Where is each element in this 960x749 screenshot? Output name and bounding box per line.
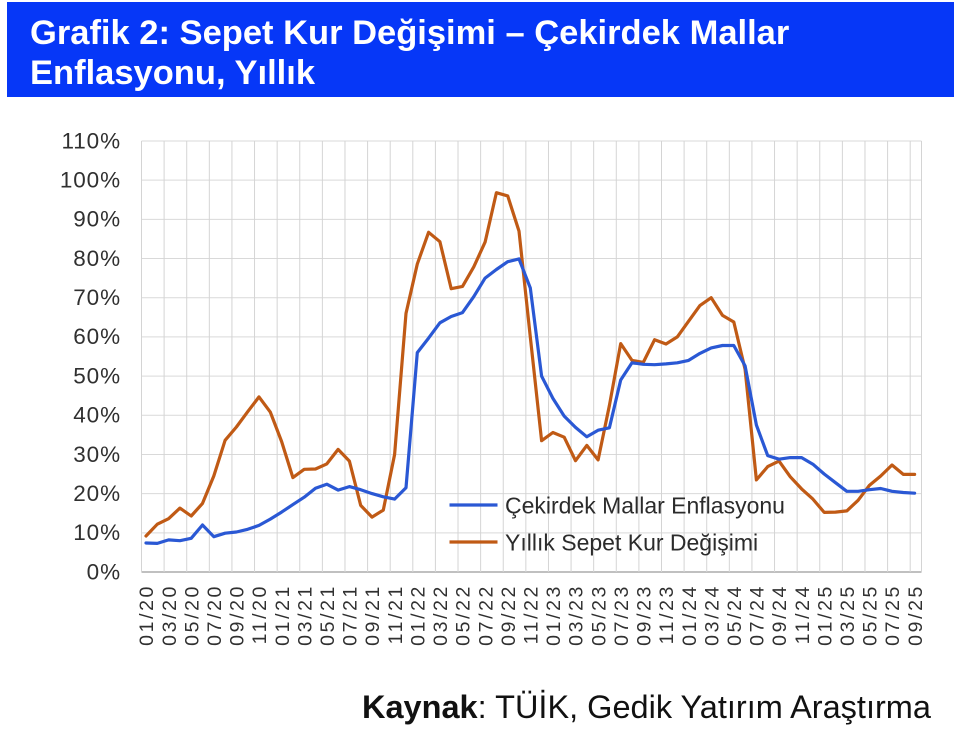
svg-text:60%: 60% <box>73 324 121 349</box>
svg-text:70%: 70% <box>73 285 121 310</box>
svg-text:Çekirdek Mallar Enflasyonu: Çekirdek Mallar Enflasyonu <box>505 493 785 519</box>
svg-text:09/25: 09/25 <box>905 584 927 646</box>
svg-text:07/20: 07/20 <box>204 584 226 646</box>
svg-text:07/25: 07/25 <box>882 584 904 646</box>
svg-text:05/21: 05/21 <box>317 584 339 646</box>
svg-text:03/21: 03/21 <box>294 584 316 646</box>
svg-text:50%: 50% <box>73 363 121 388</box>
svg-text:03/22: 03/22 <box>430 584 452 646</box>
svg-text:09/24: 09/24 <box>769 584 791 646</box>
svg-text:90%: 90% <box>73 207 121 232</box>
svg-text:05/24: 05/24 <box>724 584 746 646</box>
svg-text:05/23: 05/23 <box>588 584 610 646</box>
svg-text:05/25: 05/25 <box>860 584 882 646</box>
svg-text:Yıllık Sepet Kur Değişimi: Yıllık Sepet Kur Değişimi <box>505 530 758 556</box>
svg-text:11/20: 11/20 <box>249 584 271 644</box>
svg-text:11/21: 11/21 <box>385 584 407 644</box>
svg-text:05/20: 05/20 <box>181 584 203 646</box>
svg-text:05/22: 05/22 <box>453 584 475 646</box>
svg-text:20%: 20% <box>73 481 121 506</box>
svg-text:01/22: 01/22 <box>408 584 430 646</box>
svg-text:11/23: 11/23 <box>656 584 678 644</box>
svg-text:09/20: 09/20 <box>227 584 249 646</box>
svg-text:07/23: 07/23 <box>611 584 633 646</box>
svg-text:01/24: 01/24 <box>679 584 701 646</box>
svg-text:07/21: 07/21 <box>340 584 362 646</box>
svg-text:07/22: 07/22 <box>475 584 497 646</box>
svg-text:03/20: 03/20 <box>159 584 181 646</box>
svg-text:110%: 110% <box>62 128 121 153</box>
svg-text:01/25: 01/25 <box>814 584 836 646</box>
svg-text:01/21: 01/21 <box>272 584 294 646</box>
svg-text:100%: 100% <box>60 168 121 193</box>
svg-text:09/23: 09/23 <box>634 584 656 646</box>
svg-text:03/25: 03/25 <box>837 584 859 646</box>
svg-text:11/22: 11/22 <box>521 584 543 644</box>
svg-text:03/23: 03/23 <box>566 584 588 646</box>
svg-text:01/20: 01/20 <box>136 584 158 646</box>
svg-text:30%: 30% <box>73 442 121 467</box>
svg-text:07/24: 07/24 <box>747 584 769 646</box>
svg-text:11/24: 11/24 <box>792 584 814 644</box>
svg-text:03/24: 03/24 <box>701 584 723 646</box>
svg-text:09/22: 09/22 <box>498 584 520 646</box>
svg-text:80%: 80% <box>73 246 121 271</box>
svg-text:10%: 10% <box>73 520 121 545</box>
svg-text:09/21: 09/21 <box>362 584 384 646</box>
svg-text:40%: 40% <box>73 403 121 428</box>
svg-text:0%: 0% <box>87 559 121 584</box>
svg-text:01/23: 01/23 <box>543 584 565 646</box>
